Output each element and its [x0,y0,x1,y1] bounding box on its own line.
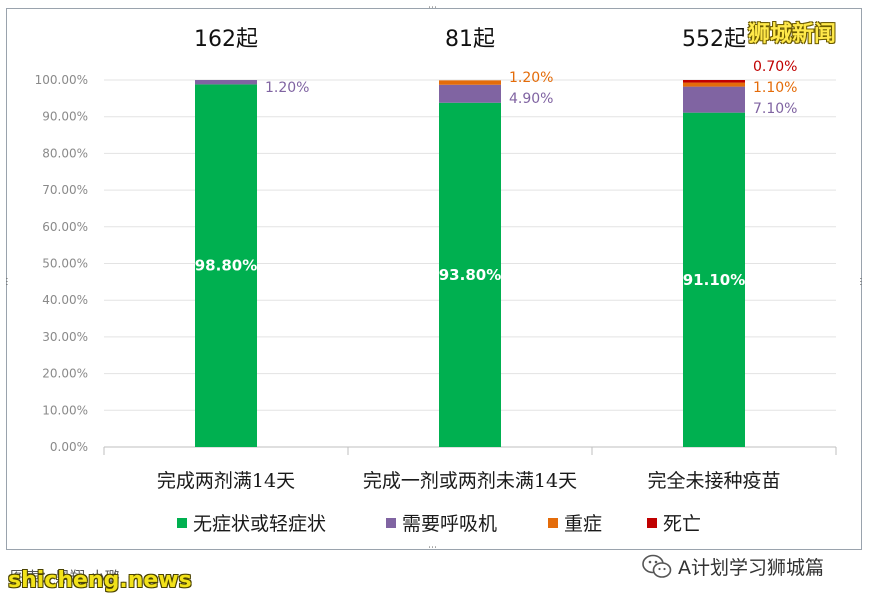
resize-handle-top[interactable]: ⋯ [428,3,437,13]
legend-swatch [386,518,396,528]
data-label: 1.20% [265,80,309,96]
resize-handle-left[interactable]: ⋯ [1,277,11,285]
resize-handle-right[interactable]: ⋯ [855,277,865,285]
case-count: 81起 [445,27,495,52]
bar-segment [683,86,745,113]
y-tick-label: 20.00% [42,367,88,381]
wechat-icon [642,554,672,578]
brand-watermark: 狮城新闻 [748,22,837,47]
y-tick-label: 80.00% [42,146,88,160]
data-label: 1.20% [509,70,553,86]
y-axis: 0.00% 10.00% 20.00% 30.00% 40.00% 50.00% 60.00… [35,73,837,455]
legend-label: 重症 [564,513,602,535]
bar-segment [439,80,501,85]
bar-segment [195,84,257,448]
legend-swatch [647,518,657,528]
y-tick-label: 90.00% [42,110,88,124]
legend-label: 死亡 [663,513,701,535]
x-category-label: 完全未接种疫苗 [647,470,780,492]
legend-label: 无症状或轻症状 [193,513,326,535]
source-credit: 图表：黑翔 小璐 [10,568,120,586]
y-tick-label: 10.00% [42,403,88,417]
site-watermark: shicheng.news [8,568,192,593]
bars: 98.80% 1.20% 93.80% 4.90% 1.20% 91.10% 7.10% 1.… [195,59,797,448]
legend-swatch [177,518,187,528]
y-tick-label: 100.00% [35,73,88,87]
case-counts: 162起 81起 552起 [194,27,746,52]
legend: 无症状或轻症状 需要呼吸机 重症 死亡 [177,513,701,535]
data-label: 7.10% [753,101,797,117]
y-tick-label: 50.00% [42,257,88,271]
data-label: 1.10% [753,80,797,96]
bar-segment [683,80,745,83]
bar-segment [683,112,745,448]
y-tick-label: 70.00% [42,183,88,197]
x-axis-labels: 完成两剂满14天 完成一剂或两剂未满14天 完全未接种疫苗 [157,470,781,492]
legend-label: 需要呼吸机 [402,513,497,535]
bar-segment [683,82,745,87]
data-label: 4.90% [509,91,553,107]
bar-segment [439,84,501,103]
data-label: 98.80% [195,257,257,275]
wechat-watermark: A计划学习狮城篇 [642,553,824,580]
y-tick-label: 60.00% [42,220,88,234]
y-tick-label: 30.00% [42,330,88,344]
resize-handle-bottom[interactable]: ⋯ [428,543,437,553]
case-count: 162起 [194,27,258,52]
bar-segment [439,102,501,447]
wechat-account-name: A计划学习狮城篇 [678,557,824,579]
x-category-label: 完成两剂满14天 [157,470,295,492]
bar-segment [195,80,257,85]
data-label: 0.70% [753,59,797,75]
case-count: 552起 [682,27,746,52]
y-tick-label: 40.00% [42,293,88,307]
data-label: 93.80% [439,266,501,284]
legend-swatch [548,518,558,528]
data-label: 91.10% [683,271,745,289]
x-category-label: 完成一剂或两剂未满14天 [363,470,577,492]
y-tick-label: 0.00% [50,440,88,454]
